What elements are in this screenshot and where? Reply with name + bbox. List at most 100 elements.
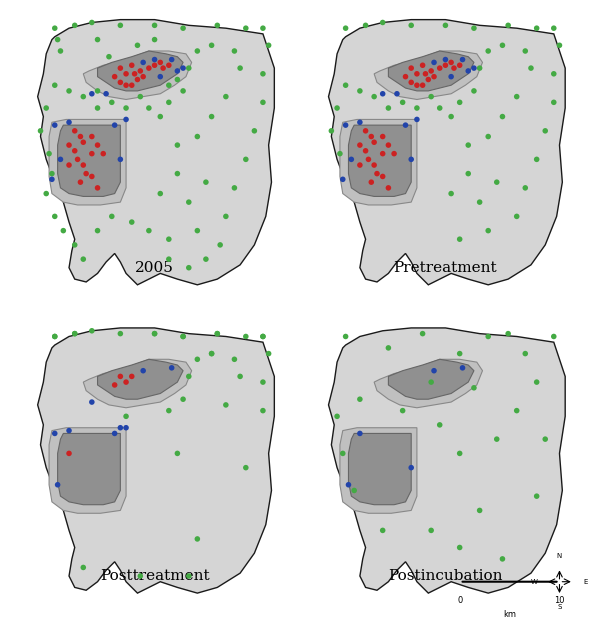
Point: [150, 60, 160, 70]
Point: [469, 86, 479, 96]
Point: [47, 174, 57, 184]
Point: [424, 75, 433, 85]
Point: [258, 69, 268, 79]
Point: [378, 132, 388, 142]
Point: [70, 329, 80, 339]
Point: [59, 226, 68, 236]
Point: [87, 149, 97, 159]
Point: [406, 20, 416, 30]
Point: [446, 112, 456, 122]
Point: [79, 137, 88, 147]
Point: [110, 428, 119, 438]
Point: [554, 40, 564, 50]
Point: [455, 97, 464, 107]
Point: [178, 23, 188, 33]
Point: [455, 349, 464, 359]
Point: [64, 117, 74, 127]
Point: [121, 103, 131, 113]
Point: [250, 126, 259, 136]
Point: [50, 332, 59, 342]
Point: [178, 394, 188, 404]
Point: [193, 132, 202, 142]
Point: [116, 329, 125, 339]
Point: [418, 60, 427, 70]
Point: [212, 20, 222, 30]
Point: [258, 332, 268, 342]
Point: [178, 332, 188, 342]
Point: [164, 406, 173, 416]
Point: [258, 332, 268, 342]
Point: [155, 189, 165, 199]
Polygon shape: [38, 328, 274, 593]
Point: [458, 363, 467, 373]
Point: [70, 20, 80, 30]
Point: [155, 71, 165, 82]
Point: [355, 117, 365, 127]
Point: [136, 571, 145, 581]
Point: [406, 77, 416, 87]
Point: [484, 226, 493, 236]
Point: [355, 86, 365, 96]
Point: [110, 120, 119, 130]
Point: [76, 132, 85, 142]
Point: [427, 92, 436, 102]
Point: [370, 137, 379, 147]
Text: km: km: [503, 610, 516, 619]
Point: [41, 189, 51, 199]
Polygon shape: [98, 51, 183, 91]
Polygon shape: [49, 428, 126, 514]
Point: [435, 63, 445, 73]
Point: [549, 332, 559, 342]
Point: [526, 63, 536, 73]
Point: [164, 60, 173, 70]
Point: [429, 71, 439, 82]
Point: [87, 397, 97, 407]
Point: [167, 363, 176, 373]
Point: [36, 126, 46, 136]
Point: [475, 197, 484, 207]
Point: [463, 169, 473, 179]
Point: [361, 20, 370, 30]
Point: [50, 211, 59, 221]
Point: [79, 562, 88, 572]
Point: [136, 92, 145, 102]
Point: [56, 46, 65, 56]
Point: [492, 434, 502, 444]
Point: [503, 20, 513, 30]
Point: [406, 154, 416, 164]
Point: [497, 40, 507, 50]
Text: 0: 0: [457, 596, 463, 605]
Point: [121, 411, 131, 421]
Polygon shape: [388, 51, 474, 91]
Point: [110, 380, 119, 390]
Point: [121, 377, 131, 387]
Point: [184, 571, 194, 581]
Point: [412, 103, 422, 113]
Polygon shape: [374, 359, 482, 408]
Text: Postincubation: Postincubation: [388, 569, 503, 583]
Text: W: W: [530, 579, 537, 585]
Point: [241, 463, 251, 473]
Point: [341, 120, 350, 130]
Point: [87, 326, 97, 336]
Point: [173, 66, 182, 76]
Point: [520, 183, 530, 193]
Point: [512, 211, 521, 221]
Point: [76, 177, 85, 187]
Point: [221, 400, 230, 410]
Point: [104, 51, 114, 61]
Point: [398, 406, 407, 416]
Point: [64, 448, 74, 458]
Point: [435, 103, 445, 113]
Point: [93, 140, 103, 150]
Point: [427, 525, 436, 535]
Polygon shape: [58, 433, 121, 505]
Point: [173, 75, 182, 85]
Point: [53, 480, 62, 490]
Point: [512, 406, 521, 416]
Point: [221, 211, 230, 221]
Point: [427, 377, 436, 387]
Point: [230, 46, 239, 56]
Text: Posttreatment: Posttreatment: [100, 569, 209, 583]
Point: [418, 80, 427, 90]
